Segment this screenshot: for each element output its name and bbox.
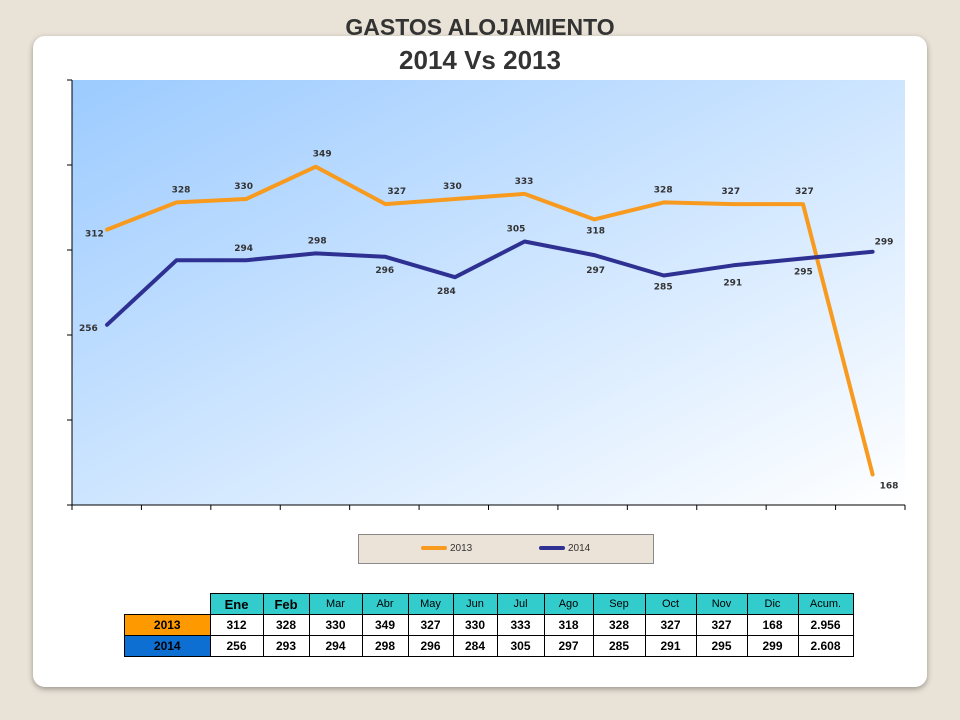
table-cell: 327 xyxy=(407,614,454,636)
series-line-2013 xyxy=(105,164,875,477)
table-cell: 318 xyxy=(543,614,594,636)
point-label-2013: 328 xyxy=(172,185,191,195)
point-label-2013: 312 xyxy=(85,230,104,240)
table-header-cell: Jun xyxy=(452,593,498,615)
table-cell: 295 xyxy=(695,635,748,657)
legend-swatch-2014 xyxy=(539,546,565,551)
table-cell: 349 xyxy=(361,614,409,636)
table-cell-total: 2.608 xyxy=(797,635,854,657)
table-header-cell: May xyxy=(407,593,454,615)
table-cell: 256 xyxy=(209,635,264,657)
point-label-2014: 297 xyxy=(586,266,605,276)
point-label-2013: 327 xyxy=(721,187,740,197)
point-label-2014: 284 xyxy=(437,287,456,297)
chart-legend: 2013 2014 xyxy=(358,534,654,564)
table-corner xyxy=(125,594,211,615)
table-cell: 327 xyxy=(695,614,748,636)
data-table: Ene Feb Mar Abr May Jun Jul Ago Sep Oct … xyxy=(124,593,854,657)
table-cell: 327 xyxy=(644,614,697,636)
point-label-2014: 291 xyxy=(723,278,742,288)
point-label-2013: 328 xyxy=(654,185,673,195)
legend-item-2013: 2013 xyxy=(421,543,472,554)
series-line-2014 xyxy=(105,239,875,327)
table-header-cell: Acum. xyxy=(797,593,854,615)
table-header-cell: Oct xyxy=(644,593,697,615)
legend-item-2014: 2014 xyxy=(539,543,590,554)
table-cell: 294 xyxy=(308,635,363,657)
table-header-cell: Sep xyxy=(592,593,646,615)
table-cell: 297 xyxy=(543,635,594,657)
table-cell: 330 xyxy=(452,614,498,636)
point-label-2014: 295 xyxy=(794,268,813,278)
table-cell: 299 xyxy=(746,635,799,657)
table-cell: 168 xyxy=(746,614,799,636)
table-header-row: Ene Feb Mar Abr May Jun Jul Ago Sep Oct … xyxy=(125,593,854,615)
table-header-cell: Feb xyxy=(262,593,310,615)
table-cell: 312 xyxy=(209,614,264,636)
table-header-cell: Mar xyxy=(308,593,363,615)
point-label-2013: 330 xyxy=(443,182,462,192)
table-cell: 330 xyxy=(308,614,363,636)
table-cell: 333 xyxy=(496,614,545,636)
point-label-2013: 330 xyxy=(234,182,253,192)
point-label-2013: 327 xyxy=(387,187,406,197)
table-cell: 293 xyxy=(262,635,310,657)
point-label-2014: 256 xyxy=(79,324,98,334)
legend-label-2014: 2014 xyxy=(568,543,591,554)
row-year-label: 2013 xyxy=(124,614,211,636)
table-header-cell: Dic xyxy=(746,593,799,615)
table-cell: 328 xyxy=(262,614,310,636)
point-label-2013: 168 xyxy=(880,481,899,491)
table-cell: 328 xyxy=(592,614,646,636)
table-row-2013: 2013 312 328 330 349 327 330 333 318 328… xyxy=(124,614,854,636)
row-year-label: 2014 xyxy=(124,635,211,657)
point-label-2014: 294 xyxy=(234,244,253,254)
table-cell-total: 2.956 xyxy=(797,614,854,636)
point-labels: 312 328 330 349 327 330 333 318 328 327 327 168 256 2… xyxy=(79,150,898,492)
point-label-2013: 327 xyxy=(795,187,814,197)
point-label-2014: 296 xyxy=(375,266,394,276)
axes xyxy=(67,79,906,510)
table-header-cell: Abr xyxy=(361,593,409,615)
table-header-cell: Ene xyxy=(209,593,264,615)
point-label-2014: 305 xyxy=(507,225,526,235)
table-header-cell: Nov xyxy=(695,593,748,615)
point-label-2013: 349 xyxy=(313,150,332,160)
plot-area xyxy=(72,80,905,505)
table-header-cell: Ago xyxy=(543,593,594,615)
table-cell: 296 xyxy=(407,635,454,657)
table-cell: 305 xyxy=(496,635,545,657)
point-label-2013: 333 xyxy=(515,177,534,187)
table-cell: 298 xyxy=(361,635,409,657)
table-cell: 291 xyxy=(644,635,697,657)
series-layer xyxy=(105,164,875,477)
point-label-2013: 318 xyxy=(586,226,605,236)
table-cell: 284 xyxy=(452,635,498,657)
table-row-2014: 2014 256 293 294 298 296 284 305 297 285… xyxy=(124,635,854,657)
table-header-cell: Jul xyxy=(496,593,545,615)
legend-label-2013: 2013 xyxy=(450,543,473,554)
table-cell: 285 xyxy=(592,635,646,657)
point-label-2014: 299 xyxy=(875,238,894,248)
chart-subtitle: 2014 Vs 2013 xyxy=(399,45,561,75)
point-label-2014: 285 xyxy=(654,283,673,293)
legend-swatch-2013 xyxy=(421,546,447,551)
point-label-2014: 298 xyxy=(308,236,327,246)
chart-title: GASTOS ALOJAMIENTO xyxy=(345,14,615,40)
